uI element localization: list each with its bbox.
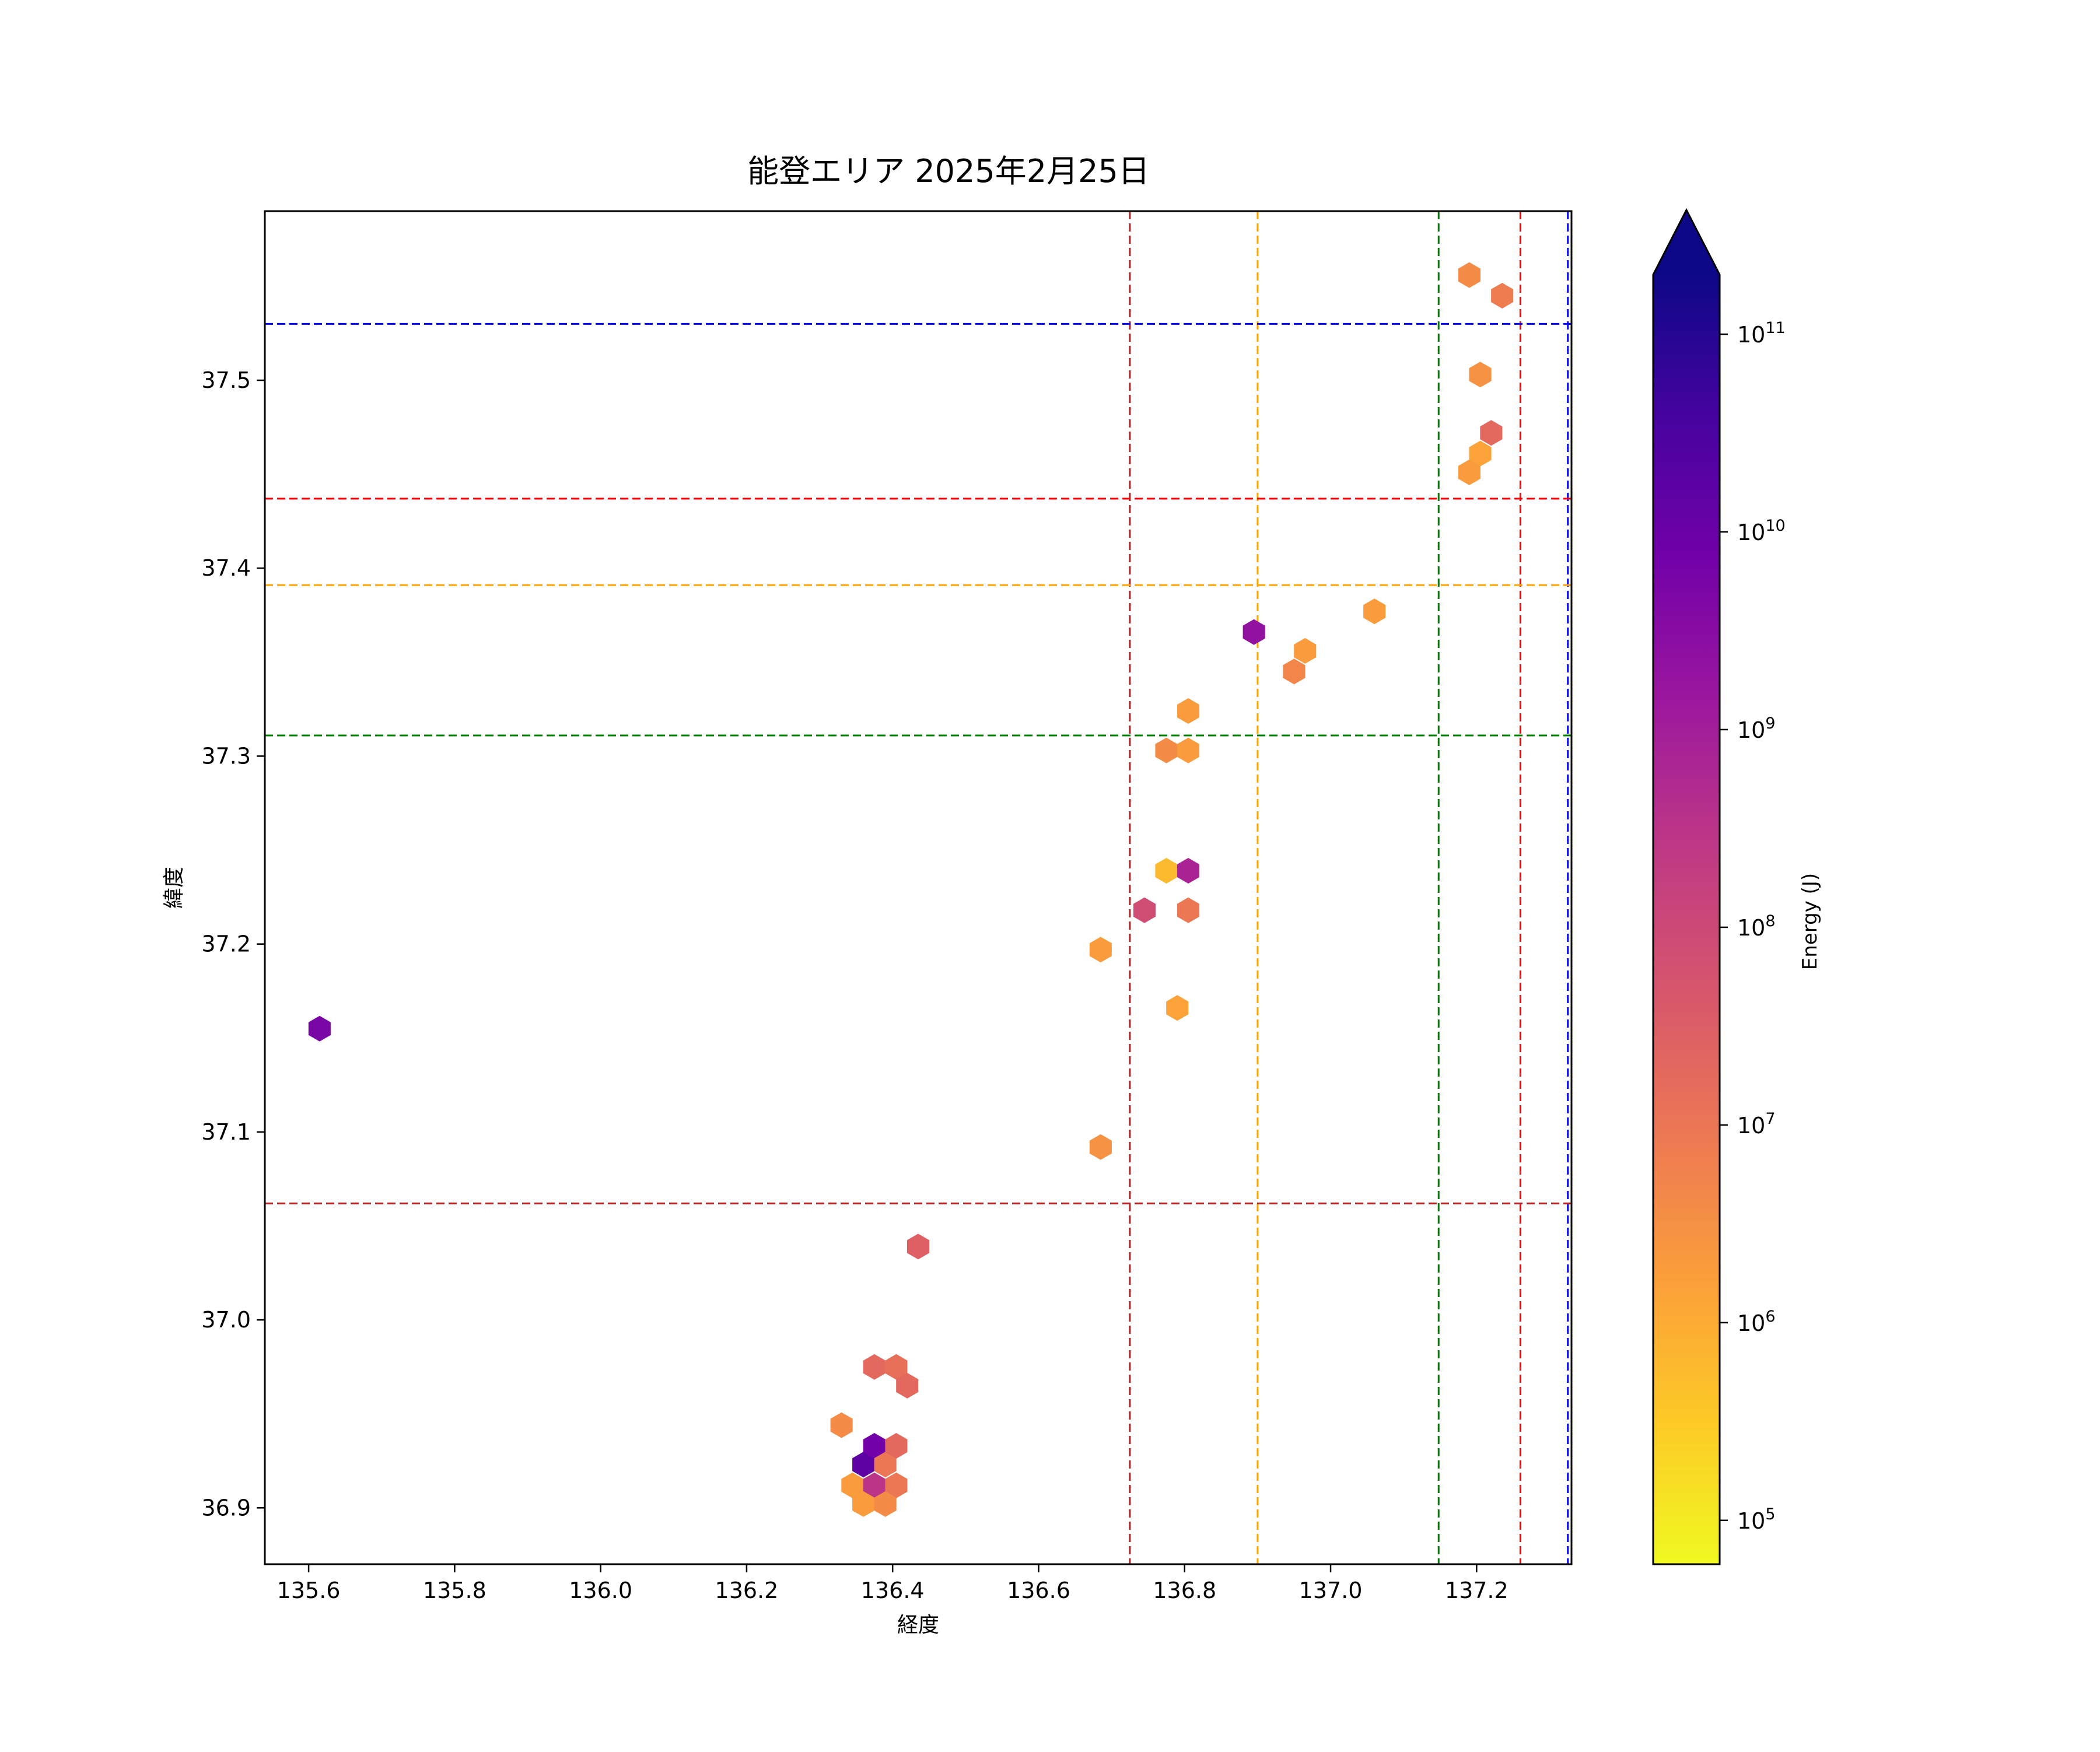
y-tick-label: 37.5	[201, 367, 251, 393]
hexbin-cell	[896, 1372, 919, 1399]
hexbin-cell	[852, 1491, 875, 1517]
colorbar-tick-label: 106	[1737, 1308, 1776, 1336]
y-tick-label: 37.3	[201, 743, 251, 769]
hexbin-cell	[1469, 362, 1492, 388]
hexbin-cell	[1458, 262, 1480, 288]
x-tick-label: 136.2	[715, 1578, 779, 1603]
colorbar-extend-arrow	[1653, 210, 1720, 275]
hexbin-cell	[1480, 420, 1503, 446]
hexbin-cell	[863, 1433, 886, 1459]
hexbin-cell	[885, 1472, 908, 1498]
colorbar-tick-label: 1010	[1737, 517, 1786, 545]
hexbin-cell	[1469, 440, 1492, 467]
hexbin-cell	[1177, 897, 1200, 923]
hexbin-cell	[1133, 897, 1156, 923]
x-axis-label: 経度	[897, 1613, 939, 1637]
colorbar: 105 106 107 108 109 1010 1011 Energy (J)	[1652, 208, 1822, 1565]
y-tick-label: 37.0	[201, 1307, 251, 1333]
hexbin-cell	[1242, 619, 1265, 645]
hexbin-cell	[1177, 737, 1200, 763]
colorbar-gradient	[1653, 275, 1720, 1564]
hexbin-cell	[308, 1015, 331, 1042]
hexbin-cell	[1177, 698, 1200, 724]
colorbar-tick-label: 107	[1737, 1110, 1776, 1138]
x-tick-label: 136.4	[861, 1578, 925, 1603]
x-tick-label: 135.8	[423, 1578, 487, 1603]
y-tick-label: 36.9	[201, 1495, 251, 1520]
hexbin-cell	[1155, 858, 1178, 884]
hexbin-cell	[1089, 937, 1112, 963]
y-axis-label: 緯度	[162, 867, 186, 909]
hexbin-cell	[885, 1433, 908, 1459]
hexbin-cell	[874, 1452, 897, 1478]
colorbar-tick-label: 108	[1737, 912, 1776, 941]
hexbin-cell	[1458, 459, 1480, 485]
x-tick-label: 136.6	[1007, 1578, 1070, 1603]
hexbin-cell	[874, 1491, 897, 1517]
hexbin-cell	[907, 1234, 930, 1260]
colorbar-label: Energy (J)	[1798, 873, 1822, 970]
hexbin-cell	[841, 1472, 864, 1498]
hexbin-cell	[1283, 658, 1306, 685]
hexbin-cell	[830, 1412, 853, 1438]
chart-title: 能登エリア 2025年2月25日	[747, 153, 1150, 190]
hexbin-cell	[1363, 598, 1386, 625]
x-tick-label: 137.0	[1299, 1578, 1363, 1603]
y-tick-label: 37.2	[201, 931, 251, 957]
colorbar-ticks: 105 106 107 108 109 1010 1011	[1720, 319, 1786, 1534]
y-tick-label: 37.1	[201, 1119, 251, 1145]
hexbin-cell	[885, 1354, 908, 1380]
reference-lines	[265, 211, 1572, 1564]
hexbin-cells	[308, 262, 1514, 1517]
plot-area-frame	[264, 210, 1573, 1565]
x-tick-label: 137.2	[1445, 1578, 1508, 1603]
hexbin-cell	[1166, 995, 1189, 1021]
hexbin-cell	[863, 1472, 886, 1498]
colorbar-tick-label: 109	[1737, 714, 1776, 743]
hexbin-cell	[1089, 1134, 1112, 1160]
hexbin-cell	[1294, 638, 1317, 664]
hexbin-cell	[1177, 858, 1200, 884]
hexbin-cell	[1491, 283, 1514, 309]
colorbar-tick-label: 1011	[1737, 319, 1786, 348]
y-axis: 36.9 37.0 37.1 37.2 37.3 37.4 37.5	[201, 367, 265, 1520]
hexbin-cell	[1155, 737, 1178, 763]
x-tick-label: 135.6	[277, 1578, 341, 1603]
y-tick-label: 37.4	[201, 555, 251, 581]
x-axis: 135.6 135.8 136.0 136.2 136.4 136.6 136.8 137.0…	[277, 1564, 1508, 1603]
x-tick-label: 136.8	[1153, 1578, 1216, 1603]
x-tick-label: 136.0	[569, 1578, 632, 1603]
colorbar-frame	[1652, 208, 1721, 1565]
colorbar-tick-label: 105	[1737, 1505, 1776, 1534]
hexbin-cell	[852, 1452, 875, 1478]
hexbin-cell	[863, 1354, 886, 1380]
